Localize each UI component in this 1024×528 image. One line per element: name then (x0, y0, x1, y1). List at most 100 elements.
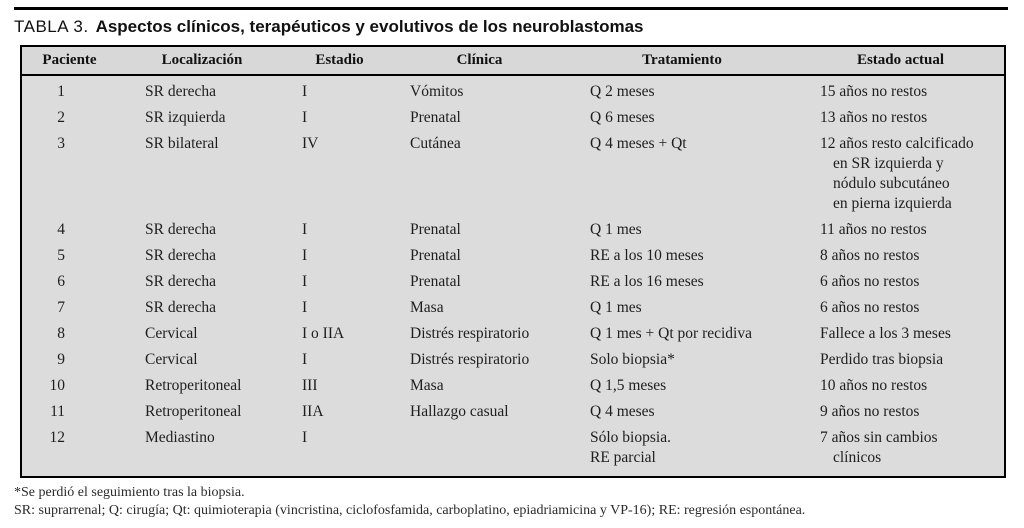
cell-clinica: Hallazgo casual (410, 403, 509, 420)
table-row-7: 7 SR derecha I Masa Q 1 mes 6 años no re… (22, 292, 1004, 318)
table-row-10: 10 Retroperitoneal III Masa Q 1,5 meses … (22, 370, 1004, 396)
cell-clinica: Masa (410, 377, 444, 394)
cell-estadio: IIA (302, 403, 324, 420)
cell-estado: Fallece a los 3 meses (820, 325, 951, 342)
table-row-1: 1 SR derecha I Vómitos Q 2 meses 15 años… (22, 75, 1004, 102)
footnotes: *Se perdió el seguimiento tras la biopsi… (14, 484, 1014, 520)
column-header-clinica: Clínica (392, 47, 567, 76)
footnote-abbreviations: SR: suprarrenal; Q: cirugía; Qt: quimiot… (14, 503, 806, 518)
cell-tratamiento: RE a los 10 meses (590, 247, 704, 264)
cell-localizacion: SR bilateral (145, 135, 219, 152)
cell-clinica: Distrés respiratorio (410, 325, 530, 342)
cell-paciente: 9 (57, 351, 65, 368)
cell-estadio: I (302, 83, 308, 100)
table-row-6: 6 SR derecha I Prenatal RE a los 16 mese… (22, 266, 1004, 292)
cell-estado: 12 años resto calcificado en SR izquierd… (820, 135, 974, 212)
column-header-estadio: Estadio (287, 47, 392, 76)
top-rule (14, 7, 1008, 10)
cell-tratamiento: Q 4 meses (590, 403, 655, 420)
cell-localizacion: SR izquierda (145, 109, 226, 126)
table-row-8: 8 Cervical I o IIA Distrés respiratorio … (22, 318, 1004, 344)
cell-estado: 10 años no restos (820, 377, 928, 394)
cell-estado: 7 años sin cambios clínicos (820, 429, 938, 466)
cell-tratamiento: Q 1 mes (590, 221, 642, 238)
cell-clinica: Prenatal (410, 247, 461, 264)
cell-paciente: 7 (57, 299, 65, 316)
neuroblastoma-table: Paciente Localización Estadio Clínica Tr… (22, 47, 1004, 468)
cell-estadio: I (302, 247, 308, 264)
cell-tratamiento: Q 6 meses (590, 109, 655, 126)
cell-estado: 9 años no restos (820, 403, 920, 420)
cell-clinica: Masa (410, 299, 444, 316)
table-row-11: 11 Retroperitoneal IIA Hallazgo casual Q… (22, 396, 1004, 422)
table-row-4: 4 SR derecha I Prenatal Q 1 mes 11 años … (22, 214, 1004, 240)
cell-tratamiento: Q 1,5 meses (590, 377, 667, 394)
cell-paciente: 10 (49, 377, 66, 394)
cell-estadio: I (302, 429, 308, 446)
cell-tratamiento: Sólo biopsia. RE parcial (590, 429, 671, 466)
table-row-5: 5 SR derecha I Prenatal RE a los 10 mese… (22, 240, 1004, 266)
cell-estadio: I (302, 221, 308, 238)
cell-tratamiento: RE a los 16 meses (590, 273, 704, 290)
header-row: Paciente Localización Estadio Clínica Tr… (22, 47, 1004, 76)
cell-tratamiento: Q 1 mes (590, 299, 642, 316)
cell-estado: 6 años no restos (820, 273, 920, 290)
caption-title: Aspectos clínicos, terapéuticos y evolut… (95, 17, 644, 36)
cell-localizacion: Cervical (145, 325, 198, 342)
table-caption: TABLA 3. Aspectos clínicos, terapéuticos … (14, 16, 1008, 38)
cell-localizacion: SR derecha (145, 221, 217, 238)
cell-paciente: 8 (57, 325, 65, 342)
cell-estado: 15 años no restos (820, 83, 928, 100)
cell-paciente: 3 (57, 135, 65, 152)
cell-tratamiento: Q 2 meses (590, 83, 655, 100)
cell-paciente: 1 (57, 83, 65, 100)
cell-localizacion: Mediastino (145, 429, 215, 446)
cell-localizacion: Retroperitoneal (145, 377, 242, 394)
cell-localizacion: Cervical (145, 351, 198, 368)
column-header-tratamiento: Tratamiento (567, 47, 797, 76)
cell-clinica (392, 422, 567, 468)
cell-estadio: IV (302, 135, 319, 152)
cell-estado: 6 años no restos (820, 299, 920, 316)
cell-clinica: Prenatal (410, 109, 461, 126)
cell-localizacion: SR derecha (145, 299, 217, 316)
table-row-12: 12 Mediastino I Sólo biopsia. RE parcial… (22, 422, 1004, 468)
cell-localizacion: SR derecha (145, 247, 217, 264)
cell-estadio: I (302, 109, 308, 126)
column-header-paciente: Paciente (22, 47, 117, 76)
cell-estadio: I (302, 299, 308, 316)
cell-paciente: 5 (57, 247, 65, 264)
footnote-asterisk: *Se perdió el seguimiento tras la biopsi… (14, 485, 245, 500)
cell-tratamiento: Q 4 meses + Qt (590, 135, 687, 152)
cell-tratamiento: Q 1 mes + Qt por recidiva (590, 325, 752, 342)
cell-clinica: Vómitos (410, 83, 464, 100)
cell-estado: 11 años no restos (820, 221, 927, 238)
cell-paciente: 12 (49, 429, 66, 446)
cell-clinica: Prenatal (410, 273, 461, 290)
cell-paciente: 2 (57, 109, 65, 126)
caption-label: TABLA 3. (14, 17, 89, 36)
cell-localizacion: SR derecha (145, 83, 217, 100)
table-header: Paciente Localización Estadio Clínica Tr… (22, 47, 1004, 76)
cell-clinica: Prenatal (410, 221, 461, 238)
cell-estadio: I (302, 351, 308, 368)
cell-localizacion: Retroperitoneal (145, 403, 242, 420)
cell-estado: 8 años no restos (820, 247, 920, 264)
neuroblastoma-table-frame: Paciente Localización Estadio Clínica Tr… (20, 45, 1006, 478)
cell-clinica: Cutánea (410, 135, 461, 152)
column-header-localizacion: Localización (117, 47, 287, 76)
table-row-9: 9 Cervical I Distrés respiratorio Solo b… (22, 344, 1004, 370)
cell-clinica: Distrés respiratorio (410, 351, 530, 368)
cell-paciente: 11 (50, 403, 65, 420)
table-body: 1 SR derecha I Vómitos Q 2 meses 15 años… (22, 75, 1004, 468)
cell-estado: Perdido tras biopsia (820, 351, 944, 368)
cell-estado: 13 años no restos (820, 109, 928, 126)
cell-estadio: I o IIA (302, 325, 345, 342)
cell-estadio: I (302, 273, 308, 290)
column-header-estado: Estado actual (797, 47, 1004, 76)
cell-tratamiento: Solo biopsia* (590, 351, 675, 368)
cell-paciente: 4 (57, 221, 65, 238)
cell-paciente: 6 (57, 273, 65, 290)
table-row-3: 3 SR bilateral IV Cutánea Q 4 meses + Qt… (22, 128, 1004, 214)
